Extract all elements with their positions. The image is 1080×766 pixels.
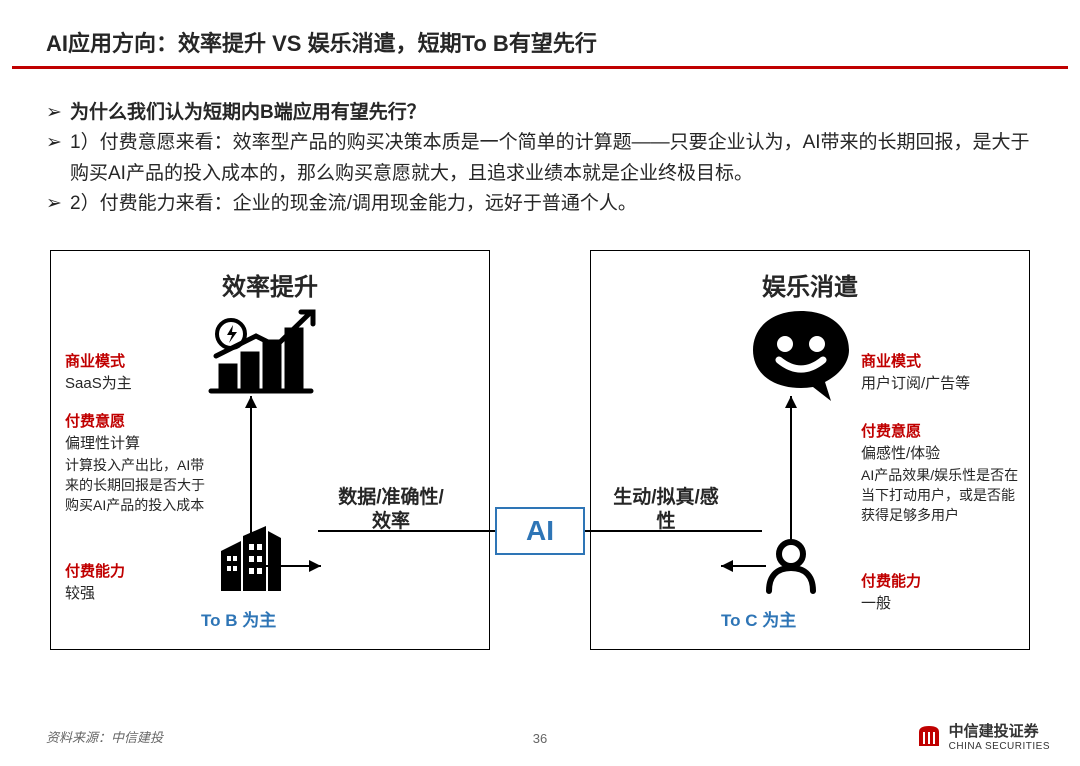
efficiency-icon	[201, 306, 321, 401]
left-axis-label: 数据/准确性/效率	[331, 486, 451, 534]
left-willingness: 付费意愿 偏理性计算 计算投入产出比，AI带来的长期回报是否大于购买AI产品的投…	[65, 411, 210, 515]
connector-left	[318, 530, 495, 532]
right-to-label: To C 为主	[721, 606, 796, 631]
person-icon	[721, 396, 861, 596]
left-biz-model: 商业模式 SaaS为主	[65, 351, 195, 395]
left-to-label: To B 为主	[201, 606, 276, 631]
ai-center-box: AI	[495, 507, 585, 555]
right-willingness: 付费意愿 偏感性/体验 AI产品效果/娱乐性是否在当下打动用户，或是否能获得足够…	[861, 421, 1021, 525]
right-biz-model: 商业模式 用户订阅/广告等	[861, 351, 1016, 395]
slide-title: AI应用方向：效率提升 VS 娱乐消遣，短期To B有望先行	[46, 26, 597, 58]
entertainment-icon	[741, 306, 861, 406]
title-underline	[12, 66, 1068, 69]
right-panel: 娱乐消遣 商业模式 用户订阅/广告等 付费意愿 偏感性/体验 AI产品效果/娱乐…	[590, 250, 1030, 650]
bullet-1: 1）付费意愿来看：效率型产品的购买决策本质是一个简单的计算题——只要企业认为，A…	[70, 128, 1034, 189]
brand-logo: 中信建投证券 CHINA SECURITIES	[915, 720, 1050, 752]
left-panel: 效率提升	[50, 250, 490, 650]
left-panel-title: 效率提升	[51, 267, 489, 302]
left-ability: 付费能力 较强	[65, 561, 195, 605]
right-ability: 付费能力 一般	[861, 571, 1011, 615]
brand-icon	[915, 722, 943, 750]
connector-right	[585, 530, 762, 532]
bullet-question: 为什么我们认为短期内B端应用有望先行？	[70, 98, 426, 128]
bullet-list: ➢为什么我们认为短期内B端应用有望先行？ ➢1）付费意愿来看：效率型产品的购买决…	[46, 98, 1034, 220]
right-panel-title: 娱乐消遣	[591, 267, 1029, 302]
bullet-2: 2）付费能力来看：企业的现金流/调用现金能力，远好于普通个人。	[70, 189, 637, 219]
right-axis-label: 生动/拟真/感性	[611, 486, 721, 534]
